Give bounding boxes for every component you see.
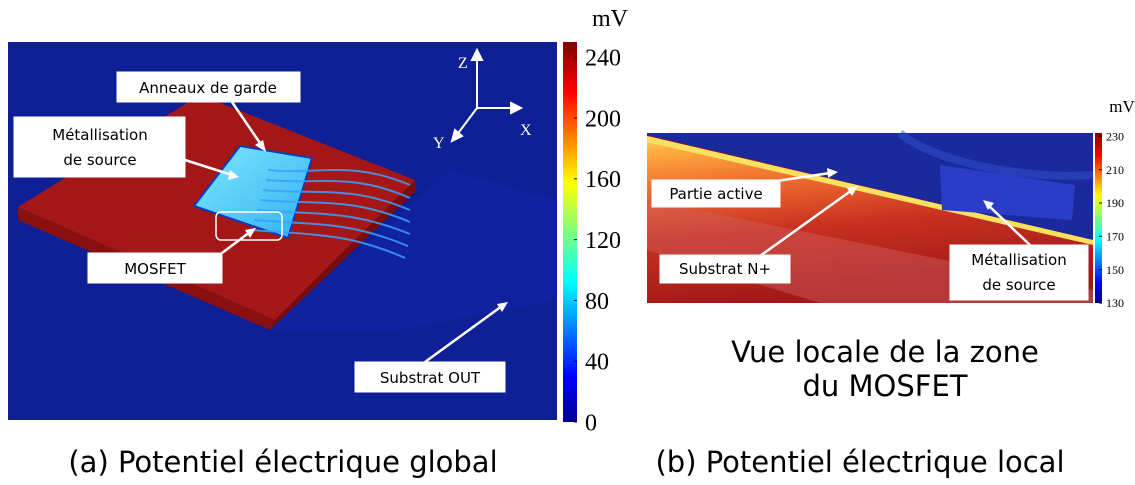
annotation-box xyxy=(949,244,1089,301)
annotation: de source xyxy=(63,151,136,169)
colorbar-unit: mV xyxy=(1109,97,1135,116)
panel-b-image: Partie active Substrat N+ Métallisation … xyxy=(647,129,1094,303)
colorbar-tick-label: 0 xyxy=(585,410,597,436)
colorbar-tick-label: 80 xyxy=(585,289,609,315)
axis-x: X xyxy=(520,122,532,139)
annotation-box xyxy=(116,71,301,103)
colorbar-tick-label: 170 xyxy=(1106,230,1124,244)
annotation-box xyxy=(659,254,791,284)
axis-y: Y xyxy=(433,135,445,152)
annotation-box xyxy=(354,361,506,393)
colorbar-unit: mV xyxy=(592,6,629,32)
panel-a-image: Z X Y Anneaux de garde Métallisation de … xyxy=(8,42,557,420)
panel-title: du MOSFET xyxy=(803,369,968,403)
annotation: Substrat OUT xyxy=(380,369,481,387)
annotation: MOSFET xyxy=(124,260,186,278)
colorbar xyxy=(1095,133,1102,303)
annotation: Métallisation xyxy=(971,251,1067,269)
colorbar xyxy=(563,42,577,422)
caption: (a) Potentiel électrique global xyxy=(68,445,497,479)
colorbar-tick-label: 160 xyxy=(585,167,621,193)
annotation-box xyxy=(87,252,223,284)
annotation-box xyxy=(13,116,186,178)
colorbar-tick-label: 130 xyxy=(1106,296,1124,310)
colorbar-tick-label: 150 xyxy=(1106,263,1124,277)
caption: (b) Potentiel électrique local xyxy=(655,445,1064,479)
axis-z: Z xyxy=(458,55,468,72)
colorbar-tick-label: 230 xyxy=(1106,130,1124,144)
annotation: Anneaux de garde xyxy=(139,79,277,97)
annotation-box xyxy=(651,179,781,208)
colorbar-tick-label: 240 xyxy=(585,46,621,72)
annotation: Partie active xyxy=(669,185,762,203)
colorbar-tick-label: 200 xyxy=(585,106,621,132)
annotation: Substrat N+ xyxy=(679,260,771,278)
colorbar-tick-label: 40 xyxy=(585,350,609,376)
colorbar-tick-label: 120 xyxy=(585,228,621,254)
panel-title: Vue locale de la zone xyxy=(731,335,1039,369)
annotation: Métallisation xyxy=(52,126,148,144)
colorbar-tick-label: 210 xyxy=(1106,163,1124,177)
annotation: de source xyxy=(982,276,1055,294)
colorbar-tick-label: 190 xyxy=(1106,196,1124,210)
